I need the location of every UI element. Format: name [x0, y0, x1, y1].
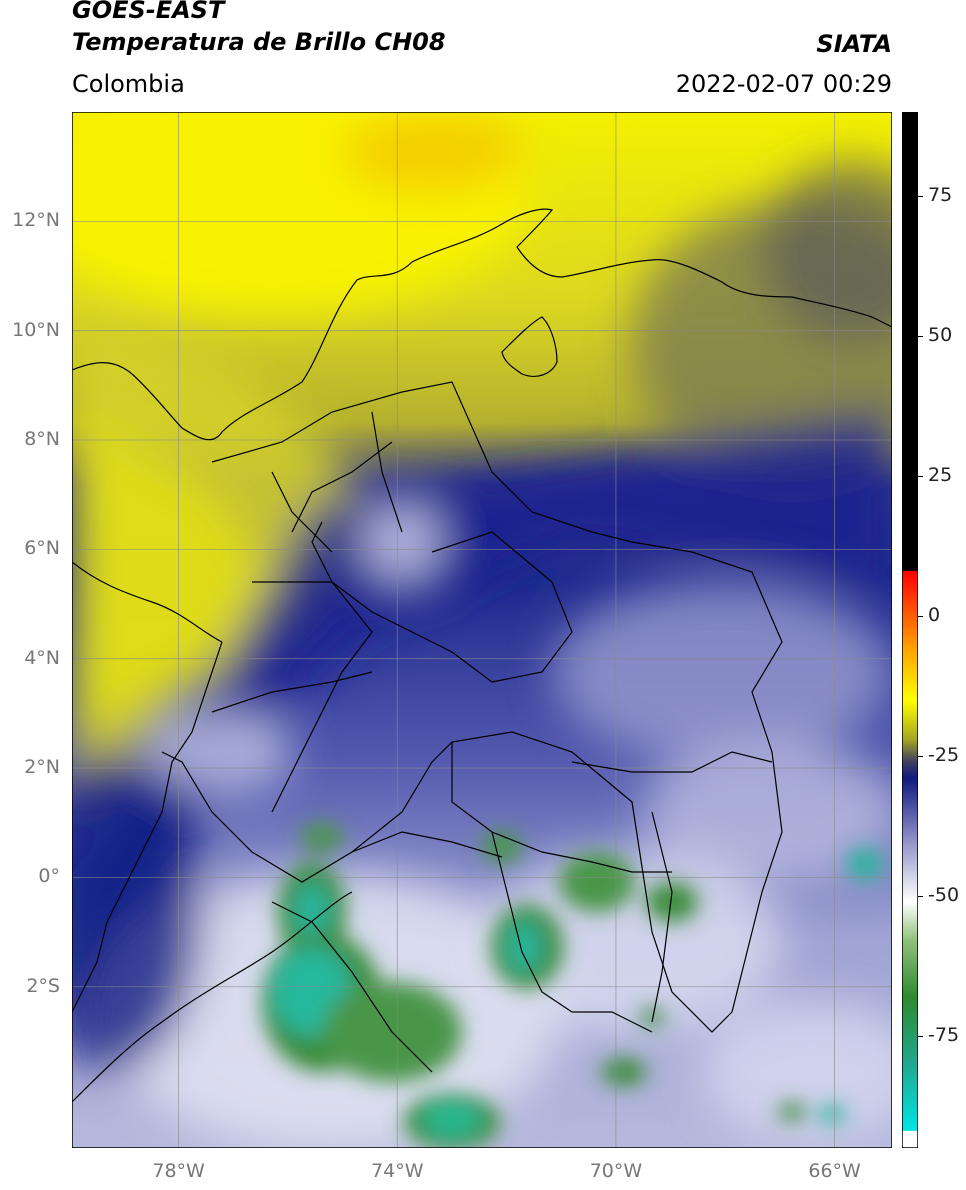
- satellite-title: GOES-EAST: [72, 0, 225, 24]
- lon-label: 74°W: [371, 1160, 424, 1182]
- colorbar-tick: [918, 335, 923, 337]
- colorbar-gradient: [902, 112, 918, 1148]
- colorbar-tick-label: 50: [928, 324, 953, 346]
- convective-cells: [262, 823, 883, 1148]
- lat-label: 10°N: [12, 318, 60, 341]
- colorbar-tick-label: 75: [928, 184, 953, 206]
- gridlines: [72, 112, 892, 1148]
- colorbar-tick-label: -75: [928, 1024, 960, 1046]
- institution-label: SIATA: [816, 30, 892, 58]
- lat-label: 6°N: [24, 537, 60, 560]
- colorbar-tick-label: 25: [928, 464, 953, 486]
- colorbar-tick-label: -50: [928, 884, 960, 906]
- lon-label: 66°W: [808, 1160, 861, 1182]
- lat-label: 2°S: [26, 974, 60, 997]
- lat-label: 12°N: [12, 209, 60, 232]
- colorbar: [902, 112, 918, 1148]
- lat-label: 0°: [38, 865, 60, 888]
- colorbar-tick: [918, 895, 923, 897]
- coastlines-and-borders: [72, 208, 892, 1103]
- colorbar-tick: [918, 615, 923, 617]
- lat-label: 4°N: [24, 646, 60, 669]
- lon-label: 70°W: [589, 1160, 643, 1182]
- colorbar-tick: [918, 755, 923, 757]
- lat-label: 2°N: [24, 756, 60, 779]
- colorbar-tick-label: -25: [928, 744, 960, 766]
- colorbar-tick: [918, 475, 923, 477]
- datetime-label: 2022-02-07 00:29: [675, 70, 892, 98]
- brightness-temperature-map: [72, 112, 892, 1148]
- product-title: Temperatura de Brillo CH08: [72, 28, 446, 56]
- colorbar-tick-label: 0: [928, 604, 941, 626]
- colorbar-tick: [918, 1035, 923, 1037]
- region-label: Colombia: [72, 70, 185, 98]
- colorbar-tick: [918, 195, 923, 197]
- lon-label: 78°W: [152, 1160, 205, 1182]
- lat-label: 8°N: [24, 428, 60, 451]
